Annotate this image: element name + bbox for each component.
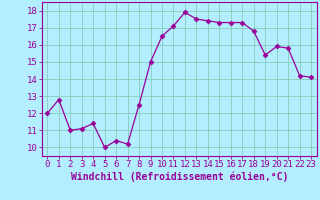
- X-axis label: Windchill (Refroidissement éolien,°C): Windchill (Refroidissement éolien,°C): [70, 172, 288, 182]
